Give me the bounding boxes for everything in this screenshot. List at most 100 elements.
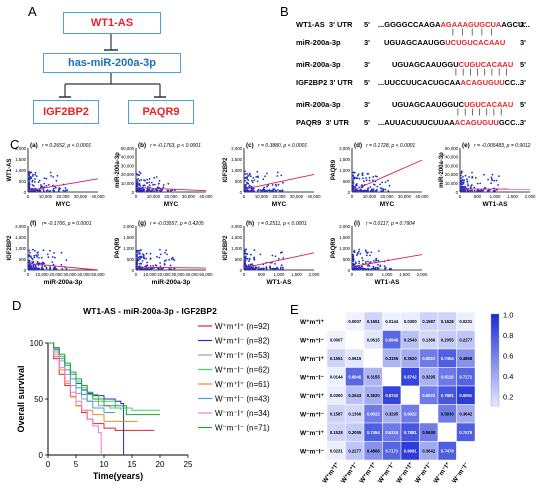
panel-letter-a: A (28, 4, 37, 19)
x-tick-label: 40,000 (199, 194, 213, 199)
x-axis-label: MYC (272, 201, 287, 208)
y-tick-label: 2,000 (339, 224, 350, 229)
scatter-point (138, 179, 141, 182)
heatmap-value: 0.0300 (330, 393, 343, 398)
scatter-point (264, 190, 267, 192)
scatter-point (275, 190, 277, 192)
y-tick-label: 1,000 (339, 246, 350, 251)
x-tick-label: 40,000 (307, 194, 321, 199)
seq-row: miR-200a-3p (296, 100, 341, 109)
scatter-point (138, 258, 141, 261)
scatter-point (493, 179, 496, 182)
scatter-plot: 0 500 1,000 1,500 2,000 0 10,000 20,000 30,000 40… (115, 220, 213, 286)
scatter-point (60, 263, 63, 266)
scatter-point (368, 265, 371, 267)
x-tick-label: 0 (243, 272, 246, 277)
scatter-point (358, 262, 360, 265)
scatter-point (279, 266, 282, 269)
scatter-point (374, 190, 377, 192)
x-tick-label: 2,000 (309, 272, 320, 277)
scatter-point (460, 174, 462, 177)
scatter-point (364, 268, 366, 270)
scatter-point (352, 184, 354, 187)
scatter-point (244, 173, 247, 175)
heatmap-value: 0.4868 (367, 448, 380, 453)
scatter-point (48, 190, 51, 192)
x-axis-label: MYC (380, 201, 395, 208)
heatmap-value: 0.9091 (459, 393, 472, 398)
seq-row-body: UGUAGCAAUGGUCUGUCACAAU (392, 100, 514, 109)
scatter-point (270, 189, 273, 192)
y-tick-label: 0 (24, 190, 27, 195)
scatter-point (364, 249, 367, 252)
scatter-point (169, 264, 172, 267)
scatter-point (245, 181, 248, 184)
scatter-point (29, 252, 31, 254)
scatter-point (52, 263, 55, 266)
y-tick-label: 0 (240, 190, 243, 195)
scatter-point (36, 255, 38, 258)
scatter-point (252, 177, 255, 179)
scatter-point (170, 190, 172, 192)
scatter-point (257, 188, 260, 191)
scatter-point (36, 251, 39, 254)
scatter-point (248, 260, 250, 262)
y-tick-label: 500 (19, 257, 27, 262)
scatter-point (172, 258, 175, 261)
heatmap-cell (419, 404, 439, 424)
scatter-plot: 0 500 1,000 1,500 2,000 0 10,000 20,000 30,000 40… (7, 220, 105, 286)
scatter-point (38, 262, 41, 265)
scatter-point (476, 182, 479, 185)
scatter-point (473, 189, 476, 192)
scatter-point (138, 183, 141, 185)
scatter-point (260, 267, 263, 270)
scatter-point (372, 188, 375, 191)
scatter-point (363, 180, 365, 183)
scatter-point (282, 257, 285, 259)
panel-letter-b: B (280, 4, 289, 19)
stat-label: r = 0.1728, p < 0.0001 (366, 143, 415, 149)
scatter-point (388, 268, 391, 270)
x-tick-label: 1,500 (399, 272, 410, 277)
scatter-point (40, 262, 43, 265)
scatter-point (52, 176, 55, 178)
row-label: W⁻m⁻I⁺ (300, 430, 325, 437)
y-tick-label: 0 (24, 268, 27, 273)
scatter-point (136, 260, 139, 263)
scatter-point (244, 267, 247, 270)
y-tick-label: 2,000 (15, 224, 26, 229)
y-tick-label: 1,500 (123, 235, 134, 240)
scatter-point (159, 190, 162, 192)
plot-tag: (c) (246, 142, 254, 149)
column-label: W⁺m⁻I⁻ (377, 461, 397, 485)
scatter-point (51, 256, 54, 258)
panel-letter-e: E (290, 302, 299, 317)
x-tick-label: 40,000 (415, 194, 429, 199)
scatter-point (139, 172, 142, 175)
y-tick-label: 500 (343, 179, 351, 184)
x-tick-label: 30,000 (63, 272, 77, 277)
scatter-point (279, 268, 282, 270)
row-label: W⁺m⁻I⁻ (300, 374, 325, 381)
heatmap-value: 0.8742 (385, 393, 398, 398)
scatter-point (352, 263, 354, 266)
y-tick-label: 2,000 (15, 146, 26, 151)
scatter-point (32, 173, 34, 176)
scatter-point (273, 188, 276, 190)
scatter-point (263, 188, 266, 191)
scatter-point (254, 266, 257, 268)
scatter-point (380, 187, 383, 190)
scatter-point (158, 180, 161, 182)
scatter-point (353, 176, 355, 179)
seq-row-body: ...UUCCUUCACUGCAAACAGUGUUCC... (378, 78, 522, 87)
scatter-point (462, 182, 465, 185)
scatter-point (145, 252, 148, 255)
heatmap-value: 0.3520 (367, 393, 380, 398)
scatter-point (37, 181, 40, 183)
x-tick-label: 0 (27, 194, 30, 199)
plot-tag: (b) (138, 142, 146, 149)
scatter-point (471, 177, 474, 179)
scatter-point (277, 183, 280, 186)
scatter-point (34, 171, 37, 174)
x-tick-label: 20,000 (157, 272, 171, 277)
